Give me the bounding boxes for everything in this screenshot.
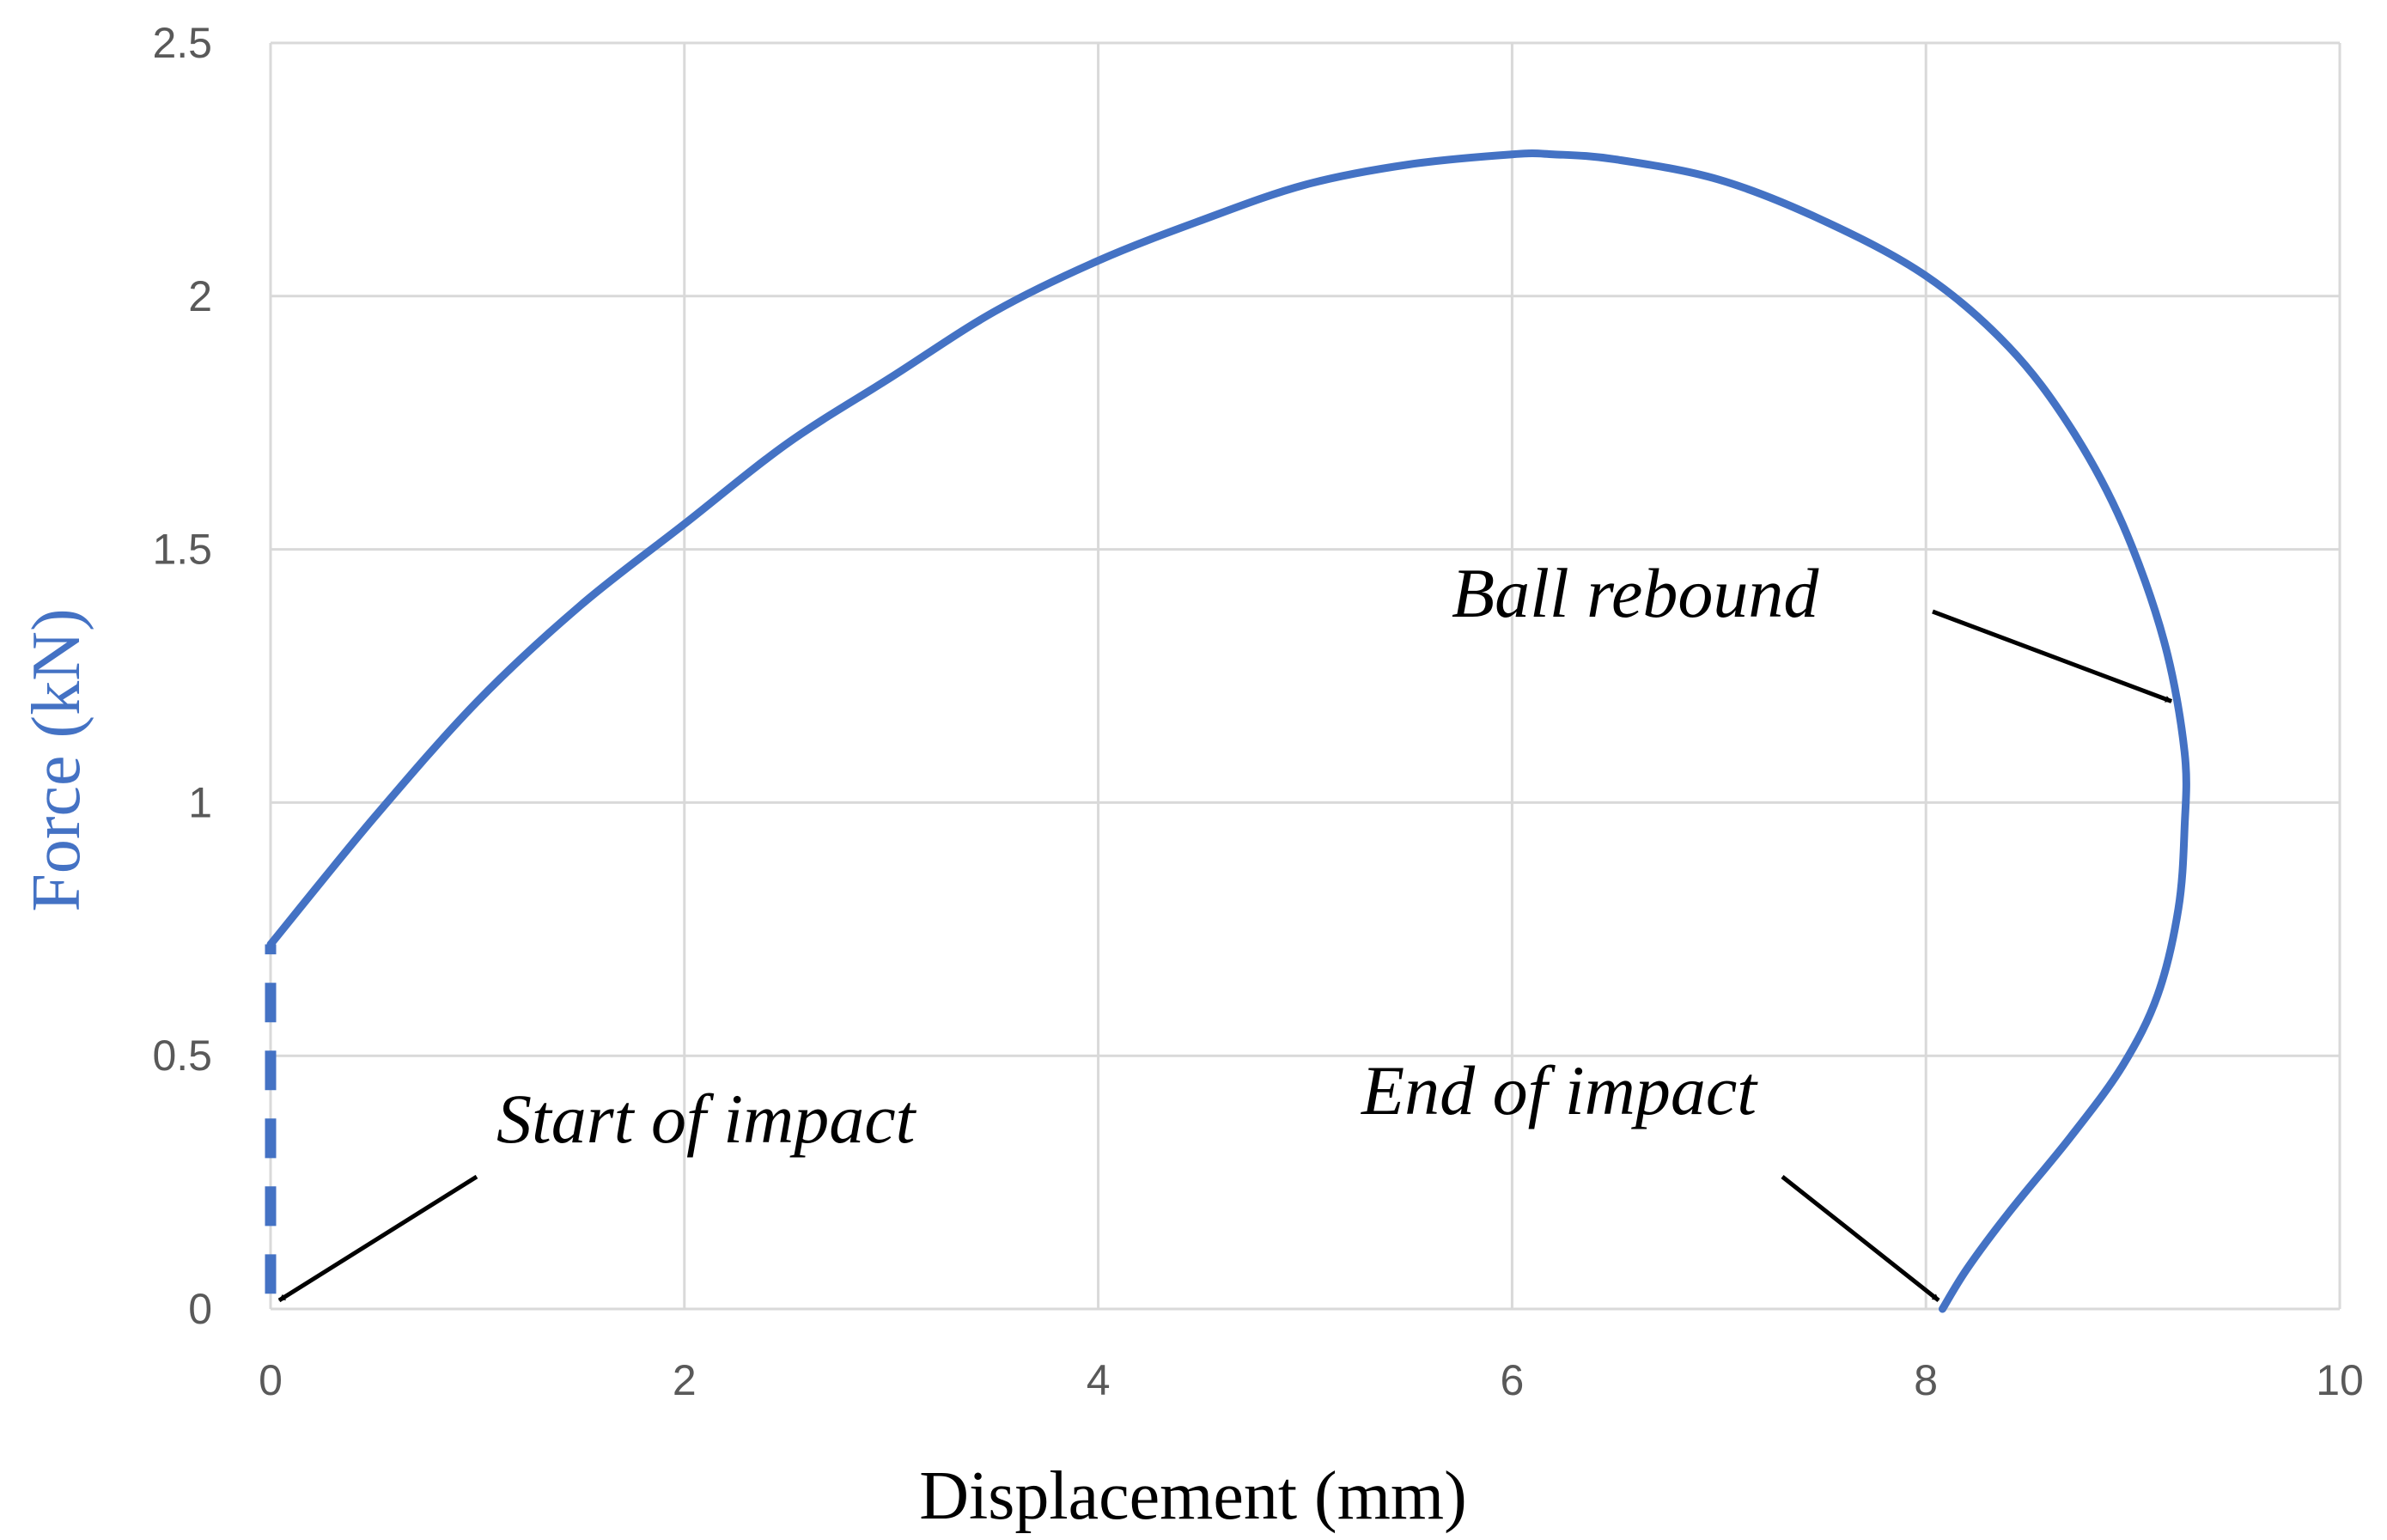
ball-rebound-arrow [1932, 609, 2172, 703]
ball-rebound-label: Ball rebound [1452, 554, 1819, 632]
x-tick-label: 6 [1500, 1356, 1524, 1404]
end-of-impact-arrow [1781, 1175, 1940, 1302]
y-tick-label: 2.5 [152, 19, 212, 67]
x-tick-label: 8 [1914, 1356, 1938, 1404]
y-tick-label: 0.5 [152, 1032, 212, 1080]
x-tick-label: 4 [1087, 1356, 1111, 1404]
series-layer [265, 149, 2190, 1313]
x-tick-label: 2 [673, 1356, 697, 1404]
y-axis-title: Force (kN) [19, 608, 94, 911]
y-tick-label: 0 [188, 1285, 212, 1333]
start-of-impact-arrow [277, 1174, 478, 1303]
x-axis-title: Displacement (mm) [919, 1458, 1467, 1534]
grid [269, 41, 2341, 1311]
y-tick-label: 2 [188, 272, 212, 320]
y-tick-label: 1.5 [152, 526, 212, 574]
end-of-impact-label: End of impact [1361, 1051, 1758, 1129]
start-of-impact-label: Start of impact [496, 1080, 917, 1158]
x-tick-label: 0 [259, 1356, 283, 1404]
x-tick-label: 10 [2316, 1356, 2364, 1404]
force-curve [266, 149, 2190, 1313]
y-tick-label: 1 [188, 778, 212, 826]
y-axis-ticks: 0 0.5 1 1.5 2 2.5 [152, 19, 212, 1333]
x-axis-ticks: 0 2 4 6 8 10 [259, 1356, 2364, 1404]
annotations: Start of impact End of impact Ball rebound [277, 554, 2172, 1303]
